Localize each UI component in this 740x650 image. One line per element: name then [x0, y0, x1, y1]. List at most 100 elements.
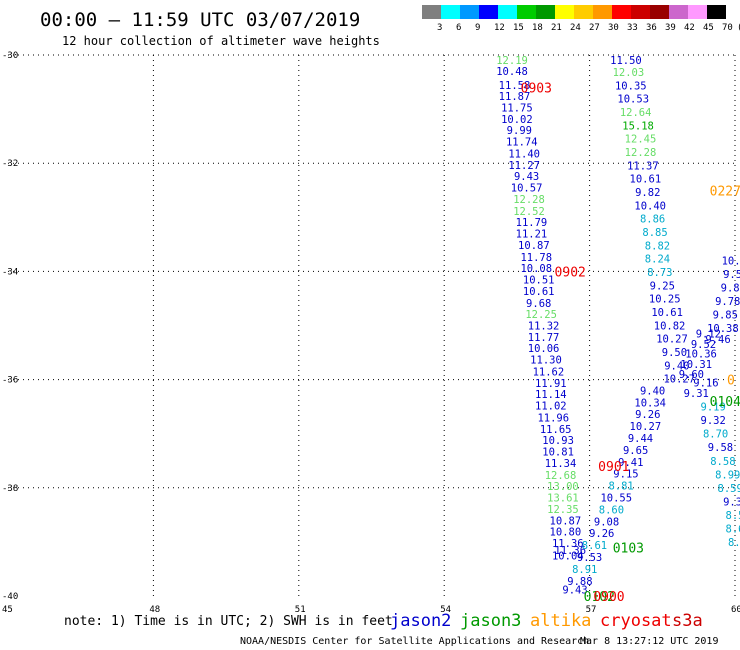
wave-height-value: 10.35 [615, 80, 647, 92]
wave-height-value: 11.50 [610, 55, 642, 67]
wave-height-value: 11.96 [537, 412, 569, 424]
scale-swatch [707, 5, 726, 19]
wave-height-value: 10.34 [634, 397, 666, 409]
wave-height-value: 9.08 [594, 516, 619, 528]
wave-height-value: 8.73 [647, 267, 672, 279]
wave-height-value: 9.5 [723, 269, 740, 281]
wave-height-values: 12.1910.4811.5811.8711.7510.029.9911.741… [496, 55, 740, 597]
pass-label: 0902 [555, 265, 586, 280]
wave-height-value: 15.18 [622, 120, 654, 132]
scale-swatch [555, 5, 574, 19]
wave-height-value: 11.36 [554, 545, 586, 557]
wave-height-value: 9.12 [696, 329, 721, 341]
scale-swatch [574, 5, 593, 19]
wave-height-value: 12.64 [620, 107, 652, 119]
scale-label: 21 [551, 23, 562, 33]
wave-height-value: 11.21 [516, 229, 548, 241]
wave-height-value: 11.74 [506, 137, 538, 149]
satellite-legend-item: s3a [672, 611, 703, 631]
wave-height-value: 11.27 [508, 160, 540, 172]
wave-height-value: 10.93 [542, 435, 574, 447]
satellite-legend-item: cryosat [600, 611, 672, 631]
wave-height-value: 11.37 [627, 160, 659, 172]
scale-label: 27 [589, 23, 600, 33]
scale-label: 39 [665, 23, 676, 33]
scale-label: 6 [456, 23, 461, 33]
wave-height-value: 10.44 [722, 256, 740, 268]
y-tick-label: -30 [2, 51, 18, 61]
scale-label: 30 [608, 23, 619, 33]
wave-height-value: 10.25 [649, 293, 681, 305]
wave-height-value: 12.03 [613, 67, 645, 79]
wave-height-value: 12.28 [625, 147, 657, 159]
wave-height-value: 8.24 [645, 253, 670, 265]
wave-height-value: 8.70 [703, 429, 728, 441]
timestamp-text: Mar 8 13:27:12 UTC 2019 [580, 636, 718, 647]
wave-height-value: 9.53 [577, 552, 602, 564]
y-tick-label: -32 [2, 159, 18, 169]
wave-height-value: 9.46 [705, 334, 730, 346]
wave-height-value: 8.6 [726, 523, 740, 535]
wave-height-value: 9.60 [679, 369, 704, 381]
wave-height-value: 8.86 [640, 213, 665, 225]
wave-height-value: 9.44 [628, 433, 653, 445]
wave-height-value: 11.40 [508, 148, 540, 160]
wave-height-value: 11.79 [516, 217, 548, 229]
wave-height-value: 11.77 [528, 332, 560, 344]
wave-height-value: 11.36 [552, 538, 584, 550]
wave-height-value: 10.02 [501, 114, 533, 126]
scale-swatch [536, 5, 555, 19]
x-tick-label: 57 [586, 605, 597, 615]
pass-label: 0901 [598, 460, 629, 475]
wave-height-value: 11.34 [545, 458, 577, 470]
scale-label: 12 [494, 23, 505, 33]
wave-height-value: 12.28 [513, 194, 545, 206]
wave-height-value: 9.99 [507, 125, 532, 137]
wave-height-value: 9.43 [514, 171, 539, 183]
wave-height-value: 10.87 [518, 240, 550, 252]
wave-height-value: 12.35 [547, 504, 579, 516]
wave-height-value: 10.55 [600, 493, 632, 505]
wave-height-value: 11.78 [520, 252, 552, 264]
scale-swatch [612, 5, 631, 19]
pass-label: 0104 [710, 395, 740, 410]
wave-height-value: 11.65 [540, 424, 572, 436]
scale-swatch [650, 5, 669, 19]
wave-height-value: 9.40 [640, 385, 665, 397]
pass-label: 0102 [584, 590, 615, 605]
chart-title: 00:00 – 11:59 UTC 03/07/2019 [40, 9, 360, 31]
wave-height-value: 9.78 [715, 296, 740, 308]
scale-swatch [593, 5, 612, 19]
wave-height-value: 12.68 [545, 470, 577, 482]
wave-height-value: 10.06 [528, 343, 560, 355]
scale-label: 15 [513, 23, 524, 33]
y-tick-label: -40 [2, 592, 18, 602]
wave-height-value: 12.25 [525, 309, 557, 321]
wave-height-value: 9.41 [618, 457, 643, 469]
scale-swatch [479, 5, 498, 19]
x-tick-label: 51 [295, 605, 306, 615]
wave-height-value: 9.19 [701, 402, 726, 414]
wave-height-value: 9.52 [691, 339, 716, 351]
wave-height-value: 9.68 [526, 298, 551, 310]
pass-label: 0900 [593, 590, 624, 605]
scale-label: 33 [627, 23, 638, 33]
wave-height-value: 11.58 [499, 80, 531, 92]
wave-height-value: 8.3 [728, 537, 740, 549]
x-tick-label: 54 [440, 605, 451, 615]
wave-height-value: 9.15 [613, 469, 638, 481]
wave-height-value: 11.62 [533, 366, 565, 378]
scale-swatch [669, 5, 688, 19]
wave-height-value: 9.85 [713, 310, 738, 322]
scale-label: 36 [646, 23, 657, 33]
wave-height-value: 13.61 [547, 493, 579, 505]
x-tick-label: 60 [731, 605, 740, 615]
wave-height-value: 10.51 [523, 275, 555, 287]
wave-height-value: 9.32 [701, 415, 726, 427]
scale-swatch [441, 5, 460, 19]
wave-height-value: 8.85 [642, 227, 667, 239]
wave-height-value: 8.82 [645, 240, 670, 252]
scale-label: 18 [532, 23, 543, 33]
wave-height-value: 9.8 [721, 283, 740, 295]
wave-height-value: 9.25 [650, 280, 675, 292]
